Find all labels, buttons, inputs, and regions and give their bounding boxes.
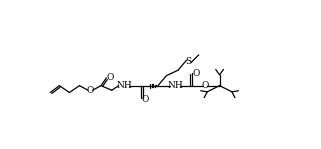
Text: O: O — [87, 86, 94, 95]
Text: O: O — [201, 81, 209, 90]
Text: NH: NH — [116, 81, 132, 90]
Text: O: O — [141, 95, 149, 104]
Text: O: O — [107, 73, 114, 82]
Text: S: S — [186, 57, 192, 66]
Text: O: O — [192, 69, 199, 78]
Text: NH: NH — [167, 81, 183, 90]
